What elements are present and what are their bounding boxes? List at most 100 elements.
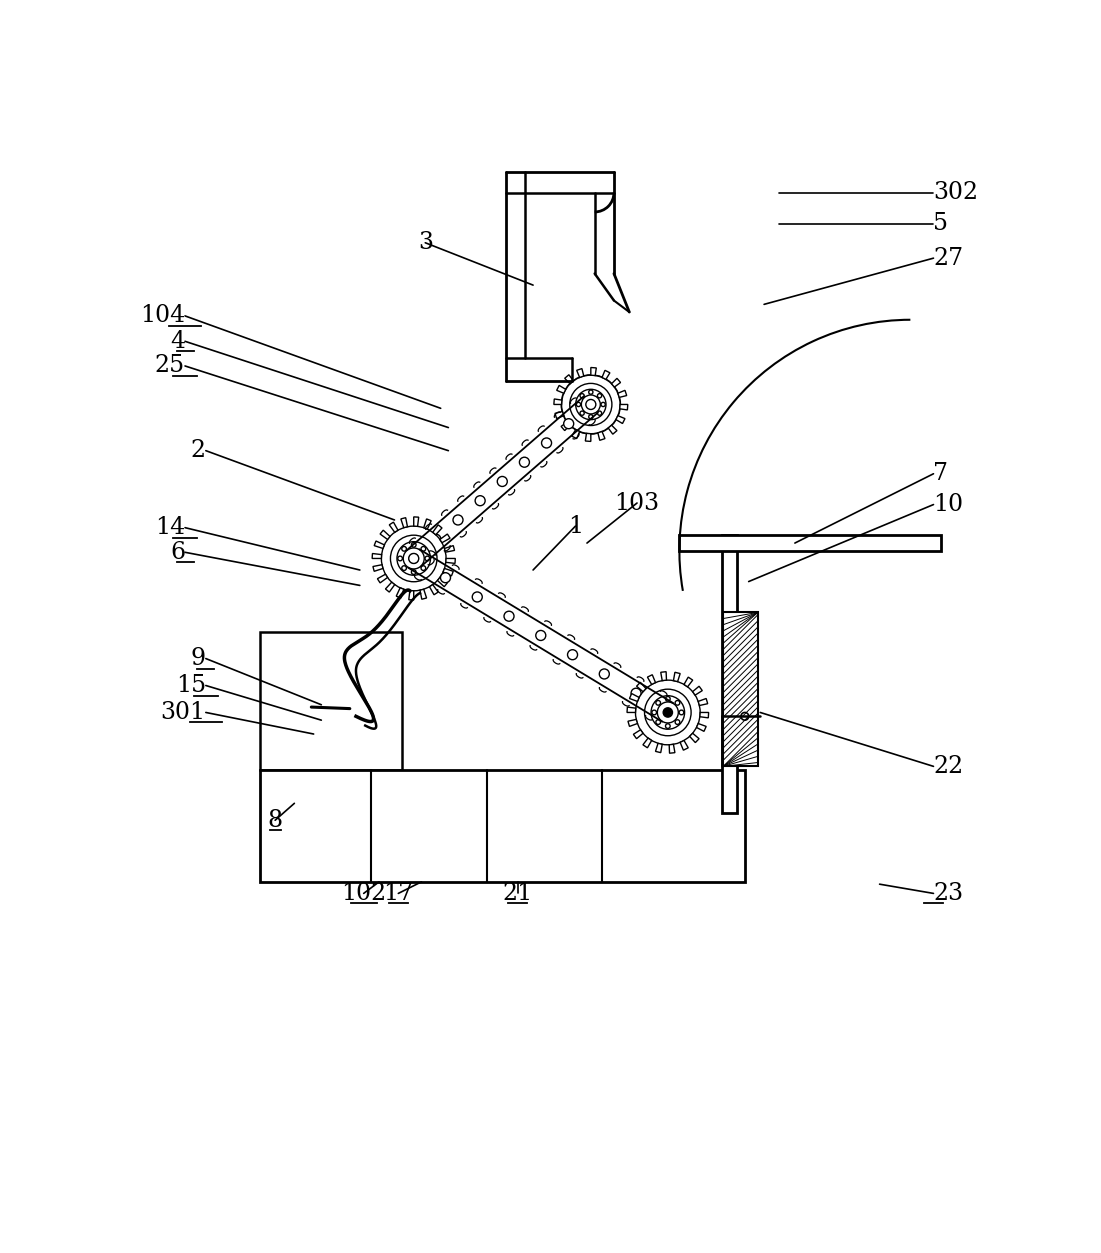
Polygon shape xyxy=(615,416,625,424)
Circle shape xyxy=(679,710,684,714)
Polygon shape xyxy=(620,405,628,410)
Bar xyxy=(723,613,757,767)
Text: 103: 103 xyxy=(614,491,659,515)
Circle shape xyxy=(397,541,430,575)
Circle shape xyxy=(408,554,418,564)
Polygon shape xyxy=(586,434,591,441)
Text: 3: 3 xyxy=(417,232,433,254)
Polygon shape xyxy=(630,694,640,702)
Circle shape xyxy=(476,496,486,506)
Circle shape xyxy=(576,390,581,395)
Polygon shape xyxy=(633,729,643,739)
Polygon shape xyxy=(424,519,432,529)
Circle shape xyxy=(430,534,440,544)
Circle shape xyxy=(631,688,641,698)
Polygon shape xyxy=(555,411,564,419)
Text: 301: 301 xyxy=(161,700,206,724)
Text: 17: 17 xyxy=(383,882,413,905)
Text: 104: 104 xyxy=(140,304,185,327)
Circle shape xyxy=(586,400,596,410)
Polygon shape xyxy=(385,583,395,593)
Circle shape xyxy=(600,390,606,395)
Circle shape xyxy=(598,393,601,398)
Circle shape xyxy=(569,383,612,426)
Polygon shape xyxy=(598,431,604,440)
Polygon shape xyxy=(577,368,584,377)
Circle shape xyxy=(599,669,609,679)
Circle shape xyxy=(350,710,362,722)
Polygon shape xyxy=(562,422,570,431)
Polygon shape xyxy=(661,672,666,680)
Polygon shape xyxy=(565,375,574,383)
Circle shape xyxy=(600,413,606,420)
Circle shape xyxy=(569,383,612,426)
Text: 302: 302 xyxy=(934,182,979,204)
Circle shape xyxy=(675,700,679,705)
Polygon shape xyxy=(626,707,635,713)
Circle shape xyxy=(580,393,585,398)
Circle shape xyxy=(403,548,424,569)
Circle shape xyxy=(570,401,577,407)
Circle shape xyxy=(308,704,315,710)
Circle shape xyxy=(391,535,437,581)
Polygon shape xyxy=(396,588,404,598)
Circle shape xyxy=(412,543,416,548)
Text: 2: 2 xyxy=(190,439,206,462)
Text: 6: 6 xyxy=(170,541,185,564)
Circle shape xyxy=(663,708,673,717)
Text: 22: 22 xyxy=(934,754,963,778)
Text: 7: 7 xyxy=(934,462,948,485)
Text: 4: 4 xyxy=(170,330,185,353)
Circle shape xyxy=(330,692,381,742)
Circle shape xyxy=(741,713,749,720)
Circle shape xyxy=(588,419,593,425)
Polygon shape xyxy=(698,698,708,705)
Polygon shape xyxy=(628,719,637,727)
Polygon shape xyxy=(571,430,579,439)
Polygon shape xyxy=(429,585,438,595)
Circle shape xyxy=(504,611,514,621)
Circle shape xyxy=(324,713,331,720)
Text: 8: 8 xyxy=(268,808,283,832)
Text: 9: 9 xyxy=(190,647,206,670)
Circle shape xyxy=(338,698,374,734)
Polygon shape xyxy=(401,517,407,528)
Text: 5: 5 xyxy=(934,212,948,236)
Circle shape xyxy=(402,546,406,551)
Circle shape xyxy=(652,710,656,714)
Circle shape xyxy=(352,742,360,748)
Text: 25: 25 xyxy=(155,355,185,377)
Polygon shape xyxy=(602,371,610,380)
Circle shape xyxy=(324,684,388,748)
Polygon shape xyxy=(373,565,383,571)
Circle shape xyxy=(453,515,464,525)
Text: 21: 21 xyxy=(502,882,533,905)
Polygon shape xyxy=(445,545,455,553)
Circle shape xyxy=(598,411,601,415)
Circle shape xyxy=(402,566,406,570)
Circle shape xyxy=(562,375,620,434)
Circle shape xyxy=(601,402,606,406)
Polygon shape xyxy=(693,687,702,695)
Circle shape xyxy=(577,402,580,406)
Circle shape xyxy=(425,556,429,561)
Polygon shape xyxy=(611,378,621,387)
Polygon shape xyxy=(674,673,680,682)
Polygon shape xyxy=(647,674,655,684)
Circle shape xyxy=(665,697,671,702)
Circle shape xyxy=(397,556,403,561)
Circle shape xyxy=(381,526,446,591)
Circle shape xyxy=(327,705,331,710)
Polygon shape xyxy=(655,743,662,753)
Polygon shape xyxy=(684,677,693,687)
Text: 27: 27 xyxy=(934,247,963,269)
Polygon shape xyxy=(372,554,382,559)
Circle shape xyxy=(578,391,604,417)
Polygon shape xyxy=(618,391,626,397)
Text: 10: 10 xyxy=(934,494,963,516)
Circle shape xyxy=(567,650,578,660)
Text: 102: 102 xyxy=(341,882,386,905)
Circle shape xyxy=(440,573,450,583)
Polygon shape xyxy=(390,523,397,533)
Polygon shape xyxy=(408,590,414,600)
